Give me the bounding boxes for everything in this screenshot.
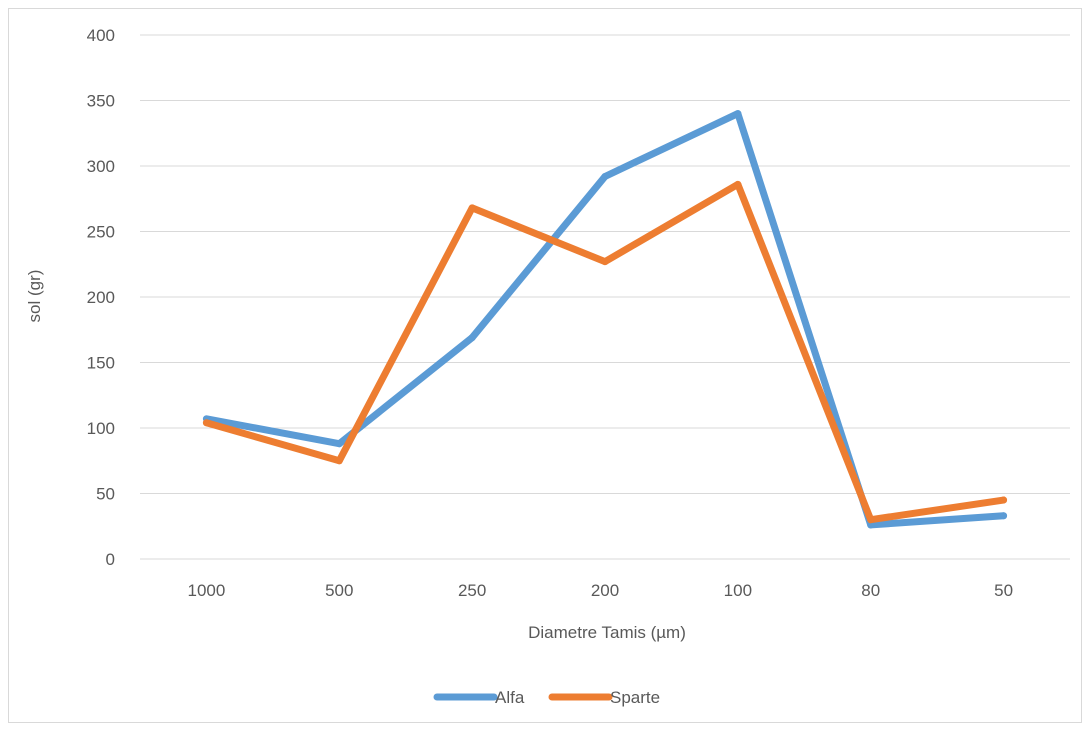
x-tick-label: 200 <box>591 581 619 600</box>
gridlines <box>140 34 1070 560</box>
legend-label: Sparte <box>610 688 660 707</box>
y-tick-label: 250 <box>87 223 115 242</box>
y-tick-label: 300 <box>87 157 115 176</box>
data-point <box>601 172 609 180</box>
legend-item-sparte: Sparte <box>548 688 660 707</box>
legend-item-alfa: Alfa <box>433 688 525 707</box>
data-point <box>601 258 609 266</box>
data-point <box>202 419 210 427</box>
x-tick-label: 250 <box>458 581 486 600</box>
series-sparte <box>202 180 1008 524</box>
data-point <box>734 180 742 188</box>
data-point <box>867 516 875 524</box>
data-point <box>335 440 343 448</box>
legend-label: Alfa <box>495 688 525 707</box>
series-alfa <box>202 110 1008 529</box>
x-tick-label: 500 <box>325 581 353 600</box>
y-tick-label: 150 <box>87 354 115 373</box>
x-tick-label: 1000 <box>188 581 226 600</box>
series-line <box>202 180 1008 524</box>
data-point <box>867 521 875 529</box>
legend: Alfa Sparte <box>433 688 660 707</box>
y-tick-label: 350 <box>87 92 115 111</box>
data-point <box>1000 496 1008 504</box>
data-point <box>734 110 742 118</box>
y-tick-label: 400 <box>87 26 115 45</box>
data-point <box>468 334 476 342</box>
y-axis-title: sol (gr) <box>25 270 44 323</box>
x-tick-label: 50 <box>994 581 1013 600</box>
x-axis-title: Diametre Tamis (µm) <box>528 623 686 642</box>
y-axis-ticks: 0 50 100 150 200 250 300 350 400 <box>87 26 115 569</box>
data-point <box>335 457 343 465</box>
x-axis-ticks: 1000 500 250 200 100 80 50 <box>188 581 1014 600</box>
y-tick-label: 50 <box>96 485 115 504</box>
y-tick-label: 200 <box>87 288 115 307</box>
x-tick-label: 80 <box>861 581 880 600</box>
data-point <box>468 204 476 212</box>
series-lines <box>202 110 1008 529</box>
y-tick-label: 0 <box>106 550 115 569</box>
x-tick-label: 100 <box>724 581 752 600</box>
y-tick-label: 100 <box>87 419 115 438</box>
chart-area <box>8 8 1082 723</box>
data-point <box>1000 512 1008 520</box>
